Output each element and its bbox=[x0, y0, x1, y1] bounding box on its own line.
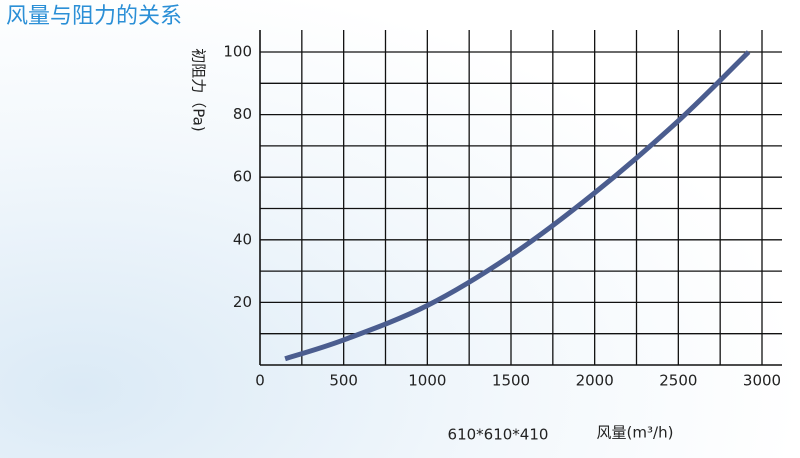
x-tick-label: 2500 bbox=[659, 372, 697, 390]
y-tick-label: 20 bbox=[233, 293, 252, 311]
y-tick-label: 40 bbox=[233, 230, 252, 248]
chart-title: 风量与阻力的关系 bbox=[6, 4, 182, 29]
x-tick-label: 0 bbox=[255, 372, 265, 390]
x-tick-label: 1500 bbox=[492, 372, 530, 390]
annotation: 610*610*410 bbox=[448, 426, 549, 444]
y-tick-label: 60 bbox=[233, 168, 252, 186]
x-tick-label: 1000 bbox=[408, 372, 446, 390]
x-tick-label: 2000 bbox=[576, 372, 614, 390]
x-tick-label: 3000 bbox=[743, 372, 781, 390]
line-series bbox=[284, 50, 751, 362]
x-tick-label: 500 bbox=[329, 372, 358, 390]
y-axis-label: 初阻力（Pa) bbox=[190, 48, 208, 131]
x-axis-label: 风量(m³/h) bbox=[597, 424, 674, 442]
y-tick-label: 100 bbox=[223, 43, 252, 61]
y-tick-label: 80 bbox=[233, 105, 252, 123]
